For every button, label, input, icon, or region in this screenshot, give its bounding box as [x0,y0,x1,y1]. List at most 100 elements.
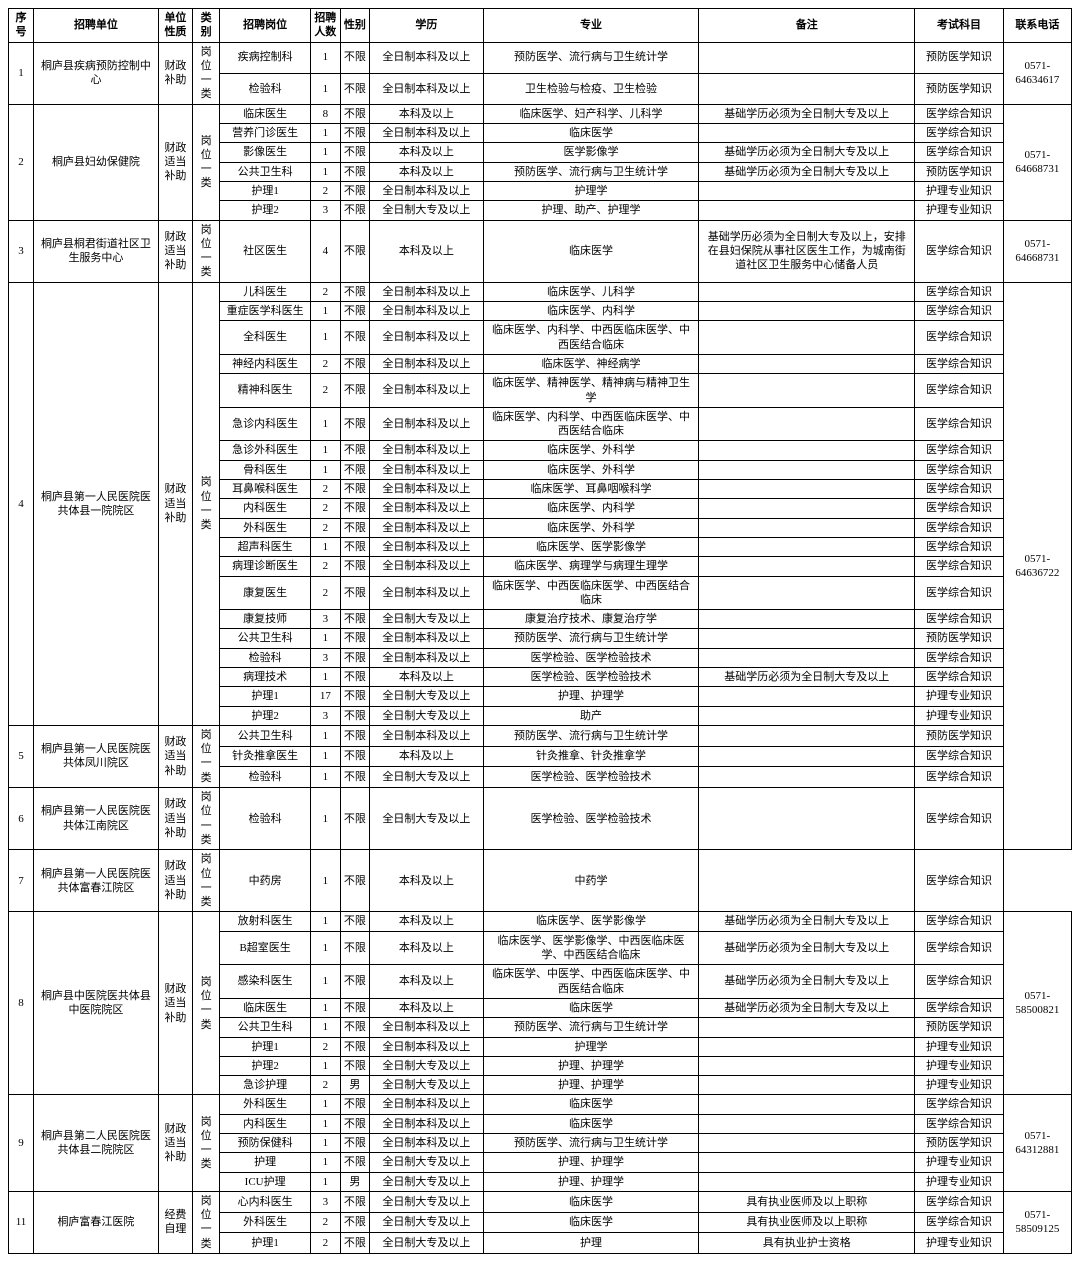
cell-note [699,499,915,518]
cell-gender: 不限 [340,374,370,408]
cell-seq: 4 [9,282,34,725]
cell-gender: 不限 [340,537,370,556]
cell-nature: 财政适当补助 [158,725,192,787]
cell-position: 感染科医生 [220,965,311,999]
cell-note [699,1114,915,1133]
cell-subject: 预防医学知识 [915,629,1004,648]
cell-category: 岗位一类 [192,220,219,282]
cell-note: 具有执业医师及以上职称 [699,1212,915,1233]
cell-position: 社区医生 [220,220,311,282]
cell-major: 临床医学、神经病学 [483,354,699,373]
cell-education: 全日制大专及以上 [370,687,484,706]
cell-major: 临床医学 [483,1191,699,1212]
cell-education: 全日制本科及以上 [370,480,484,499]
cell-unit: 桐庐县妇幼保健院 [33,104,158,220]
cell-count: 2 [311,576,341,610]
cell-position: 影像医生 [220,143,311,162]
cell-subject: 医学综合知识 [915,321,1004,355]
cell-tel: 0571-58509125 [1003,1191,1071,1253]
cell-count: 2 [311,1076,341,1095]
h-major: 专业 [483,9,699,43]
cell-count: 1 [311,162,341,181]
cell-position: 康复医生 [220,576,311,610]
cell-major: 医学检验、医学检验技术 [483,667,699,686]
cell-seq: 1 [9,42,34,104]
cell-major: 临床医学 [483,220,699,282]
cell-education: 全日制本科及以上 [370,557,484,576]
cell-major: 护理、护理学 [483,1153,699,1172]
cell-gender: 不限 [340,518,370,537]
cell-gender: 不限 [340,667,370,686]
cell-subject: 医学综合知识 [915,480,1004,499]
cell-position: 全科医生 [220,321,311,355]
cell-major: 中药学 [483,850,699,912]
cell-nature: 财政适当补助 [158,220,192,282]
cell-major: 护理、护理学 [483,687,699,706]
cell-education: 全日制本科及以上 [370,302,484,321]
cell-gender: 不限 [340,850,370,912]
cell-count: 1 [311,407,341,441]
cell-tel: 0571-58500821 [1003,912,1071,1095]
cell-gender: 不限 [340,576,370,610]
cell-subject: 医学综合知识 [915,965,1004,999]
cell-education: 本科及以上 [370,931,484,965]
cell-major: 助产 [483,706,699,725]
cell-subject: 护理专业知识 [915,201,1004,220]
cell-position: 心内科医生 [220,1191,311,1212]
cell-gender: 不限 [340,629,370,648]
cell-major: 临床医学、内科学 [483,499,699,518]
cell-note [699,746,915,767]
cell-category: 岗位一类 [192,1095,219,1191]
cell-note: 基础学历必须为全日制大专及以上 [699,104,915,123]
cell-gender: 不限 [340,354,370,373]
h-subject: 考试科目 [915,9,1004,43]
cell-major: 临床医学、内科学、中西医临床医学、中西医结合临床 [483,407,699,441]
cell-note [699,706,915,725]
cell-count: 2 [311,181,341,200]
cell-education: 全日制大专及以上 [370,1233,484,1254]
cell-position: 急诊护理 [220,1076,311,1095]
cell-position: 护理1 [220,181,311,200]
cell-subject: 医学综合知识 [915,499,1004,518]
cell-major: 预防医学、流行病与卫生统计学 [483,629,699,648]
cell-gender: 不限 [340,1212,370,1233]
h-gender: 性别 [340,9,370,43]
cell-gender: 不限 [340,480,370,499]
cell-unit: 桐庐县中医院医共体县中医院院区 [33,912,158,1095]
cell-count: 1 [311,746,341,767]
cell-subject: 医学综合知识 [915,124,1004,143]
cell-count: 3 [311,1191,341,1212]
cell-subject: 医学综合知识 [915,931,1004,965]
cell-position: ICU护理 [220,1172,311,1191]
cell-subject: 预防医学知识 [915,162,1004,181]
cell-position: 内科医生 [220,1114,311,1133]
cell-note [699,1134,915,1153]
cell-position: 营养门诊医生 [220,124,311,143]
cell-subject: 医学综合知识 [915,648,1004,667]
cell-note [699,73,915,104]
h-position: 招聘岗位 [220,9,311,43]
cell-note [699,1076,915,1095]
cell-major: 临床医学、病理学与病理生理学 [483,557,699,576]
cell-education: 本科及以上 [370,746,484,767]
cell-education: 全日制大专及以上 [370,1076,484,1095]
cell-education: 本科及以上 [370,667,484,686]
cell-count: 1 [311,912,341,931]
cell-subject: 医学综合知识 [915,1212,1004,1233]
cell-count: 1 [311,1134,341,1153]
cell-education: 本科及以上 [370,162,484,181]
cell-gender: 不限 [340,143,370,162]
cell-major: 护理、护理学 [483,1056,699,1075]
cell-gender: 不限 [340,201,370,220]
cell-count: 1 [311,302,341,321]
cell-count: 3 [311,648,341,667]
header-row: 序号 招聘单位 单位性质 类别 招聘岗位 招聘人数 性别 学历 专业 备注 考试… [9,9,1072,43]
table-row: 7桐庐县第一人民医院医共体富春江院区财政适当补助岗位一类中药房1不限本科及以上中… [9,850,1072,912]
cell-subject: 护理专业知识 [915,181,1004,200]
cell-position: 预防保健科 [220,1134,311,1153]
cell-nature: 经费自理 [158,1191,192,1253]
cell-major: 临床医学、中西医临床医学、中西医结合临床 [483,576,699,610]
cell-note [699,354,915,373]
cell-education: 全日制本科及以上 [370,725,484,746]
cell-note: 基础学历必须为全日制大专及以上 [699,912,915,931]
